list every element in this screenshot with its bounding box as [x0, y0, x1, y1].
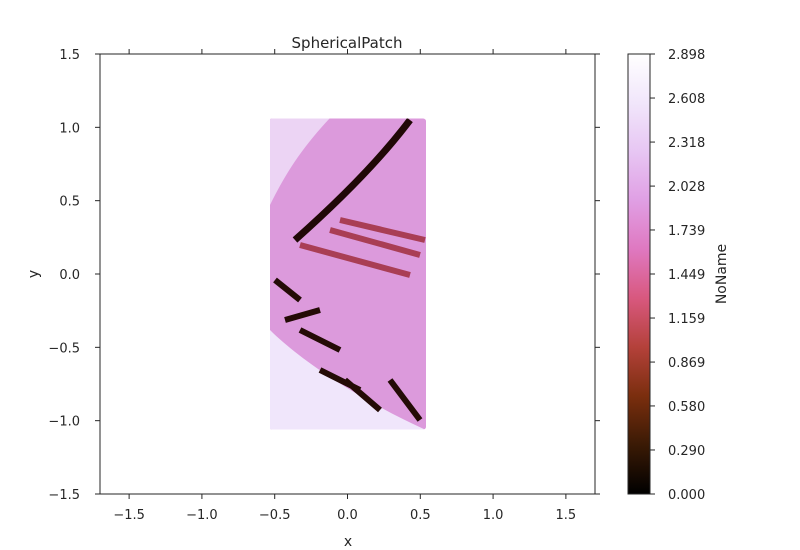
- colorbar-tick-label: 1.449: [668, 268, 705, 283]
- y-tick-label: −0.5: [48, 341, 80, 356]
- colorbar: [627, 53, 651, 495]
- x-axis-ticks: −1.5 −1.0 −0.5 0.0 0.5 1.0 1.5: [113, 49, 576, 523]
- colorbar-ticks: 0.000 0.290 0.580 0.869 1.159 1.449 1.739 2.028…: [650, 48, 705, 503]
- x-tick-label: 0.0: [337, 508, 358, 523]
- x-axis-label: x: [344, 534, 352, 550]
- x-tick-label: −1.0: [186, 508, 218, 523]
- y-tick-label: −1.0: [48, 415, 80, 430]
- colorbar-tick-label: 1.159: [668, 312, 705, 327]
- y-tick-label: 1.0: [59, 121, 80, 136]
- x-tick-label: 1.5: [556, 508, 577, 523]
- y-tick-label: −1.5: [48, 488, 80, 503]
- colorbar-tick-label: 2.608: [668, 92, 705, 107]
- colorbar-tick-label: 0.290: [668, 444, 705, 459]
- heatmap-text-band: [299, 217, 426, 278]
- y-tick-label: 0.5: [59, 195, 80, 210]
- colorbar-tick-label: 2.318: [668, 136, 705, 151]
- heatmap-text-glyphs: [273, 277, 423, 422]
- plot-frame: [99, 53, 596, 495]
- colorbar-tick-label: 2.028: [668, 180, 705, 195]
- y-axis-ticks: −1.5 −1.0 −0.5 0.0 0.5 1.0 1.5: [48, 48, 600, 503]
- heatmap-text-arc: [292, 118, 413, 243]
- chart-title: SphericalPatch: [292, 34, 403, 52]
- y-tick-label: 1.5: [59, 48, 80, 63]
- colorbar-tick-label: 0.869: [668, 356, 705, 371]
- colorbar-tick-label: 1.739: [668, 224, 705, 239]
- heatmap-halo-bottom: [270, 330, 426, 430]
- x-tick-label: 1.0: [483, 508, 504, 523]
- colorbar-tick-label: 0.000: [668, 488, 705, 503]
- x-tick-label: −0.5: [259, 508, 291, 523]
- x-tick-label: −1.5: [113, 508, 145, 523]
- heatmap-halo-top-left: [270, 118, 330, 205]
- colorbar-label: NoName: [714, 244, 730, 304]
- colorbar-tick-label: 2.898: [668, 48, 705, 63]
- colorbar-tick-label: 0.580: [668, 400, 705, 415]
- y-axis-label: y: [26, 270, 42, 278]
- x-tick-label: 0.5: [410, 508, 431, 523]
- y-tick-label: 0.0: [59, 268, 80, 283]
- heatmap-image: [270, 118, 426, 430]
